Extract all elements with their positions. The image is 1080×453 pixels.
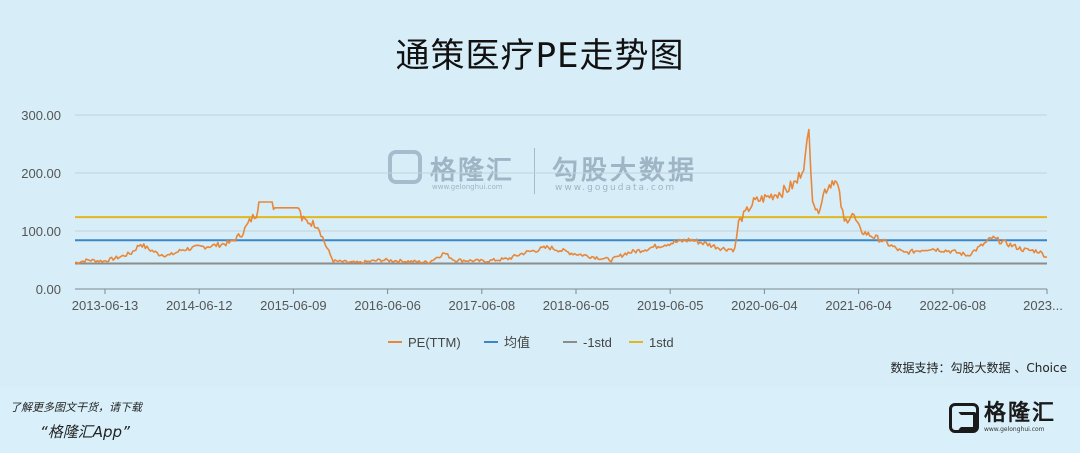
- legend-label: 均值: [504, 335, 530, 350]
- x-tick-label: 2015-06-09: [260, 298, 327, 313]
- x-tick-label: 2023...: [1023, 298, 1063, 313]
- x-tick-label: 2018-06-05: [543, 298, 610, 313]
- y-tick-label: 300.00: [21, 108, 61, 123]
- watermark-divider: [534, 148, 535, 194]
- watermark-brand1: 格隆汇: [430, 156, 515, 186]
- pe-chart: 0.00 100.00 200.00 300.00 2013-06-13 2014-06-…: [21, 108, 1063, 350]
- watermark-url1: www.gelonghui.com: [432, 183, 503, 191]
- promo-line2: “格隆汇App”: [40, 423, 130, 441]
- chart-area: 通策医疗PE走势图 格隆汇 www.gelonghui.com 勾股大数据 ww…: [21, 36, 1067, 375]
- x-tick-label: 2013-06-13: [72, 298, 139, 313]
- footer-logo-name: 格隆汇: [983, 401, 1056, 426]
- legend-label: -1std: [583, 335, 612, 350]
- watermark-url2: www.gogudata.com: [555, 183, 677, 193]
- footer: 了解更多图文干货，请下载 “格隆汇App” 格隆汇 www.gelonghui.…: [0, 387, 1080, 453]
- promo-line1: 了解更多图文干货，请下载: [10, 401, 142, 414]
- y-tick-label: 0.00: [36, 282, 61, 297]
- data-source: 数据支持：勾股大数据 、Choice: [890, 361, 1067, 375]
- x-tick-label: 2020-06-04: [731, 298, 798, 313]
- page-title: 通策医疗PE走势图: [395, 36, 685, 76]
- y-tick-label: 200.00: [21, 166, 61, 181]
- x-tick-label: 2022-06-08: [920, 298, 987, 313]
- gelonghui-logo-icon: [948, 403, 979, 433]
- watermark-brand2: 勾股大数据: [552, 156, 698, 186]
- x-tick-label: 2019-06-05: [637, 298, 704, 313]
- footer-logo-url: www.gelonghui.com: [983, 426, 1045, 433]
- x-tick-label: 2014-06-12: [166, 298, 233, 313]
- series-line-pe: [74, 128, 1047, 265]
- legend-label: 1std: [649, 335, 674, 350]
- y-tick-label: 100.00: [21, 224, 61, 239]
- footer-logo: 格隆汇 www.gelonghui.com: [948, 401, 1056, 435]
- watermark-logo-icon: [388, 150, 422, 184]
- x-tick-label: 2016-06-06: [354, 298, 421, 313]
- legend-label: PE(TTM): [408, 335, 461, 350]
- x-tick-label: 2021-06-04: [825, 298, 892, 313]
- x-tick-label: 2017-06-08: [449, 298, 516, 313]
